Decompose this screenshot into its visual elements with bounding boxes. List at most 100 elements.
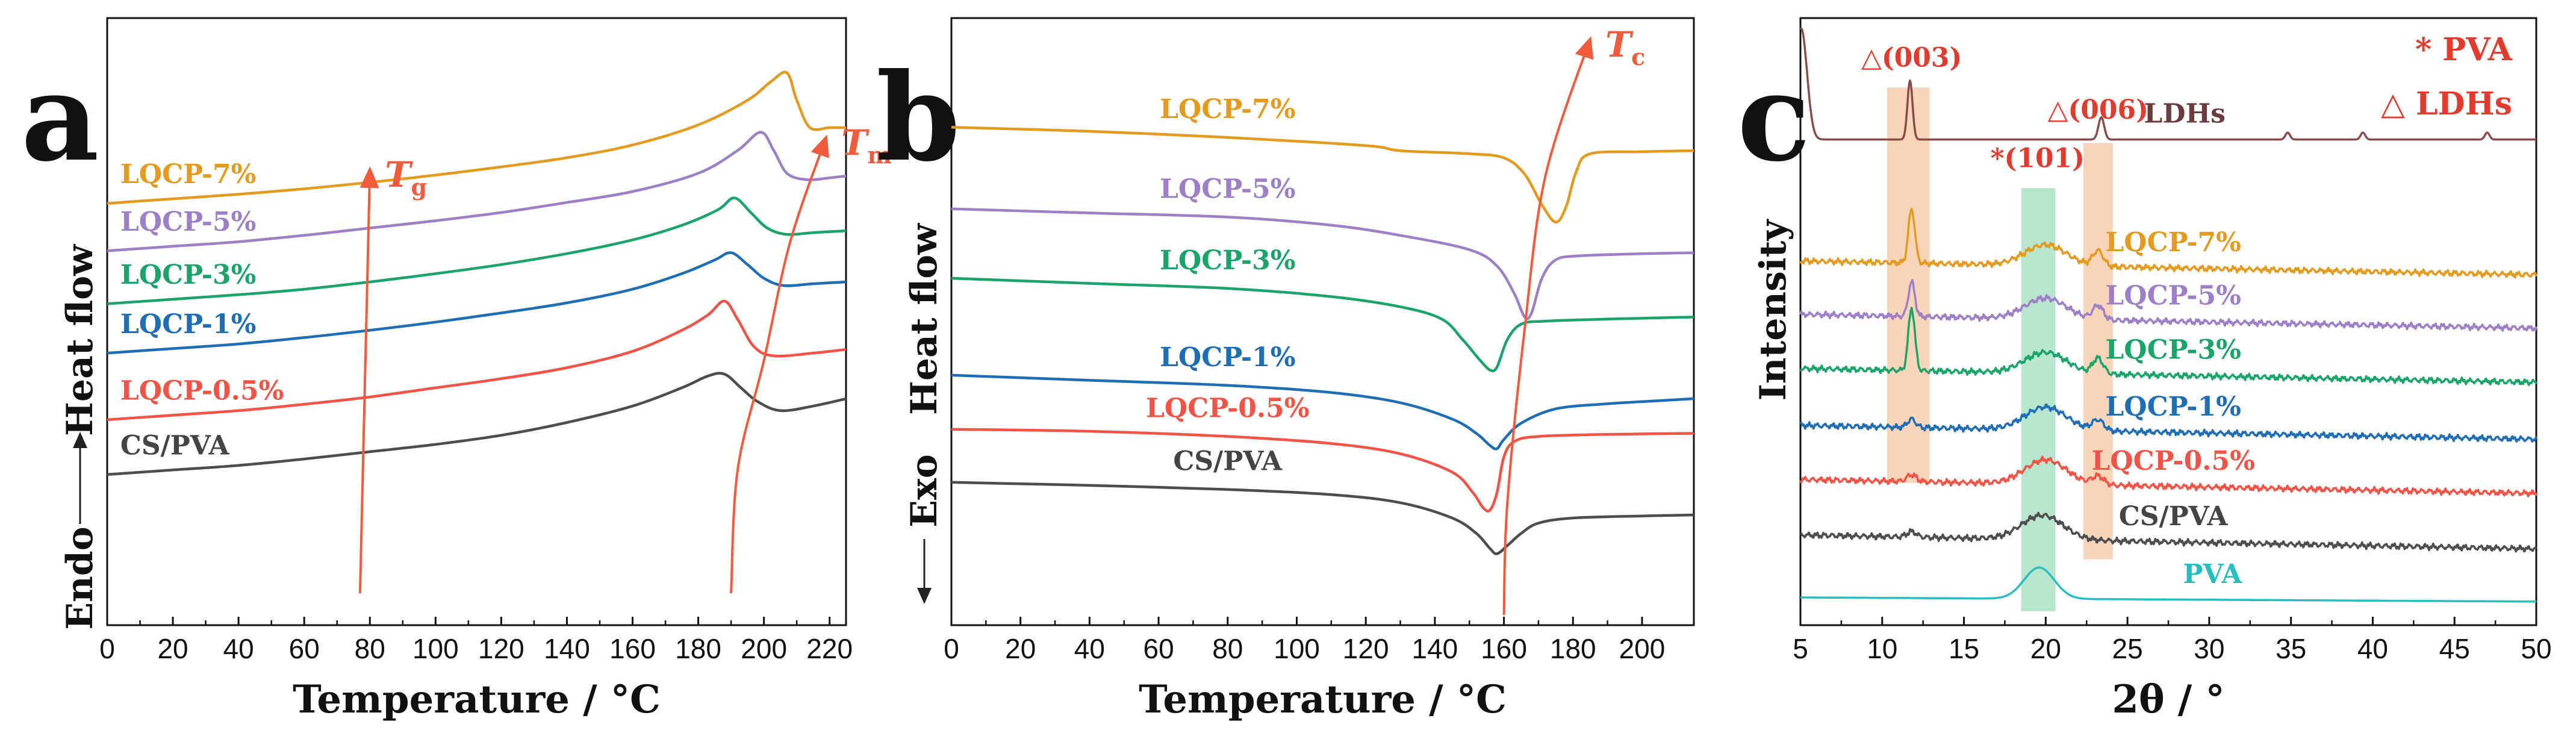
x-tick-label: 220	[806, 633, 853, 664]
panel-b: 0 20 40 60 80 100 120 140 160 180 200 Temperature /…	[876, 17, 1695, 722]
x-tick-label: 180	[675, 633, 721, 664]
x-tick-label: 80	[1212, 633, 1243, 664]
x-tick-label: 160	[609, 633, 656, 664]
highlight-band	[2083, 143, 2113, 560]
annotation-label-main: T	[1605, 24, 1634, 65]
x-tick-label: 40	[1074, 633, 1105, 664]
series-label: LQCP-0.5%	[120, 375, 284, 406]
x-tick-label: 100	[412, 633, 459, 664]
legend-note-symbol: *	[2415, 31, 2431, 68]
series-line	[951, 276, 1694, 373]
endo-label: Endo	[59, 526, 101, 629]
x-tick-label: 160	[1481, 633, 1527, 664]
legend-note-text: PVA	[2442, 31, 2512, 68]
x-axis-ticks: 0 20 40 60 80 100 120 140 160 180 200	[944, 617, 1665, 664]
annotation-label-main: T	[841, 122, 870, 163]
x-tick-label: 140	[544, 633, 590, 664]
x-tick-label: 40	[2357, 633, 2388, 664]
x-tick-label: 0	[944, 633, 959, 664]
series-line	[951, 373, 1694, 451]
x-tick-label: 35	[2276, 633, 2306, 664]
series-label: LQCP-0.5%	[2091, 446, 2255, 476]
series-line	[1799, 307, 2537, 386]
series-label: LQCP-7%	[120, 159, 257, 190]
series-line	[1799, 27, 2537, 141]
series-group: CS/PVA LQCP-0.5% LQCP-1% LQCP-3% LQCP-5% LQCP…	[107, 70, 847, 476]
series-label: LQCP-5%	[120, 207, 257, 237]
annotation-label: Tc	[1605, 24, 1645, 70]
series-line	[951, 207, 1694, 320]
legend-note: * PVA	[2415, 31, 2513, 68]
x-tick-label: 10	[1867, 633, 1897, 664]
annotation-label: Tm	[841, 122, 891, 169]
series-line	[951, 481, 1694, 555]
series-line	[1800, 566, 2537, 603]
series-label: LDHs	[2144, 99, 2225, 129]
series-line	[107, 299, 847, 422]
x-tick-label: 200	[741, 633, 787, 664]
legend-note-text: LDHs	[2416, 86, 2512, 122]
series-line	[951, 428, 1694, 513]
plot-frame	[950, 17, 1695, 626]
annotation-label-sub: c	[1631, 43, 1645, 70]
series-line	[1799, 403, 2537, 443]
x-tick-label: 200	[1619, 633, 1666, 664]
series-group: PVA CS/PVA LQCP-0.5% LQCP-1% LQCP-3% LQCP-5% L…	[1799, 27, 2537, 603]
x-axis-label: 2θ / °	[2112, 677, 2224, 722]
annotation-arrow	[730, 134, 829, 594]
series-label: LQCP-5%	[2105, 281, 2241, 311]
series-line	[107, 251, 847, 355]
series-line	[107, 131, 847, 252]
x-tick-label: 60	[289, 633, 320, 664]
x-tick-label: 30	[2194, 633, 2224, 664]
series-line	[107, 70, 846, 205]
panel-letter: a	[21, 47, 99, 189]
x-axis-label: Temperature / °C	[1139, 677, 1507, 722]
annotation-arrow	[358, 166, 379, 593]
x-tick-label: 20	[157, 633, 188, 664]
series-label: PVA	[2183, 559, 2242, 590]
y-axis-label: Heat flow	[903, 223, 945, 415]
series-label: LQCP-3%	[1160, 245, 1296, 276]
x-tick-label: 140	[1412, 633, 1458, 664]
peak-label: *(101)	[1991, 143, 2085, 174]
plot-frame	[106, 17, 847, 626]
x-tick-label: 45	[2439, 633, 2470, 664]
x-tick-label: 100	[1274, 633, 1320, 664]
x-tick-label: 20	[1005, 633, 1036, 664]
panel-letter: b	[876, 47, 960, 189]
series-label: CS/PVA	[1173, 446, 1283, 477]
x-tick-label: 60	[1143, 633, 1174, 664]
annotation-label-sub: g	[411, 173, 427, 201]
series-label: LQCP-0.5%	[1146, 393, 1310, 424]
x-axis-label: Temperature / °C	[293, 677, 661, 722]
highlight-band	[2021, 188, 2056, 611]
series-label: LQCP-3%	[2105, 334, 2241, 365]
panel-letter: c	[1737, 47, 1811, 189]
legend-note: △ LDHs	[2381, 86, 2512, 122]
x-axis-ticks: 5 10 15 20 25 30 35 40 45 50	[1793, 617, 2552, 664]
series-line	[1800, 511, 2537, 553]
series-label: LQCP-7%	[1160, 94, 1296, 125]
series-label: LQCP-1%	[1160, 342, 1296, 373]
peak-label: △(003)	[1861, 43, 1962, 73]
series-line	[1799, 455, 2537, 497]
series-label: LQCP-1%	[120, 309, 257, 340]
x-tick-label: 80	[355, 633, 385, 664]
series-line	[107, 196, 847, 305]
legend-note-symbol: △	[2381, 86, 2405, 122]
series-label: LQCP-5%	[1160, 173, 1296, 204]
y-axis-label: Intensity	[1752, 219, 1794, 401]
x-tick-label: 5	[1793, 633, 1808, 664]
peak-label: △(006)	[2048, 95, 2148, 125]
x-tick-label: 15	[1949, 633, 1979, 664]
x-tick-label: 0	[99, 633, 115, 664]
x-tick-label: 40	[223, 633, 254, 664]
annotation-label: Tg	[385, 154, 427, 201]
y-axis-label: Heat flow	[59, 244, 101, 436]
series-label: LQCP-1%	[2105, 391, 2241, 422]
x-tick-label: 180	[1550, 633, 1596, 664]
x-tick-label: 120	[1343, 633, 1389, 664]
series-line	[1799, 207, 2537, 279]
